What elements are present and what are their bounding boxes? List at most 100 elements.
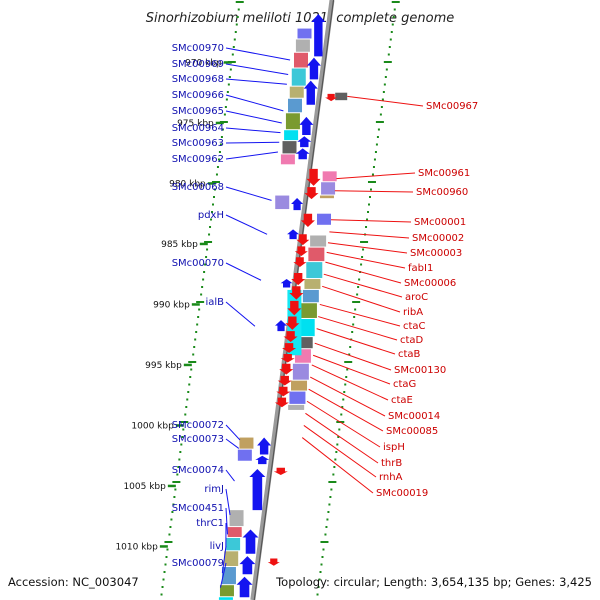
reverse-gene-arrow <box>267 558 280 566</box>
forward-gene-leader <box>225 507 228 535</box>
forward-gene-leader <box>225 424 241 441</box>
feature-block <box>288 98 303 113</box>
reverse-gene-label: SMc00019 <box>376 488 428 499</box>
reverse-gene-label: fabI1 <box>408 263 433 274</box>
reverse-gene-leader <box>308 388 384 432</box>
reverse-gene-leader <box>305 412 379 464</box>
reverse-gene-labels: SMc00967 SMc00961 SMc00960 SMc00001 SMc00002… <box>301 95 478 499</box>
reverse-gene-arrow <box>280 354 295 363</box>
feature-block <box>237 449 252 461</box>
reverse-gene-arrow <box>273 467 288 476</box>
forward-gene-label: SMc00968 <box>172 74 224 85</box>
reverse-gene-arrow <box>279 363 294 375</box>
feature-block <box>227 527 242 537</box>
feature-block <box>321 182 336 195</box>
feature-block <box>291 68 306 86</box>
kbp-tick-label: 980 kbp <box>169 179 206 189</box>
forward-gene-label: SMc00963 <box>172 138 224 149</box>
forward-gene-arrow <box>236 576 253 598</box>
reverse-gene-arrow <box>289 286 304 300</box>
feature-block <box>295 39 310 52</box>
forward-gene-arrow <box>291 197 304 211</box>
forward-gene-label: SMc00964 <box>172 123 224 134</box>
reverse-gene-leader <box>334 190 414 193</box>
feature-block <box>316 213 331 225</box>
reverse-gene-leader <box>326 251 406 269</box>
forward-gene-leader <box>225 214 268 235</box>
reverse-gene-label: ctaB <box>398 349 421 360</box>
reverse-gene-label: SMc00960 <box>416 187 468 198</box>
feature-block <box>226 537 241 551</box>
forward-gene-label: SMc00969 <box>172 59 224 70</box>
feature-block <box>302 289 319 303</box>
forward-gene-label: livJ <box>210 541 224 552</box>
reverse-gene-leader <box>303 425 377 478</box>
reverse-gene-leader <box>330 219 412 223</box>
forward-arrows <box>236 14 326 598</box>
reverse-gene-label: ribA <box>403 307 423 318</box>
reverse-gene-leader <box>318 316 398 341</box>
forward-gene-labels: SMc00970 SMc00969 SMc00968 SMc00966 SMc00965… <box>172 43 291 588</box>
reverse-gene-label: SMc00003 <box>410 248 462 259</box>
reverse-gene-leader <box>301 437 374 494</box>
reverse-gene-label: thrB <box>381 458 402 469</box>
reverse-gene-arrow <box>274 397 289 408</box>
reverse-gene-label: SMc00001 <box>414 217 466 228</box>
forward-gene-leader <box>225 63 289 76</box>
reverse-arrows <box>267 93 338 566</box>
reverse-gene-label: SMc00002 <box>412 233 464 244</box>
reverse-gene-arrow <box>287 300 302 316</box>
forward-gene-label: pdxH <box>198 210 224 221</box>
feature-block <box>221 567 236 585</box>
forward-gene-label: thrC1 <box>196 518 224 529</box>
reverse-gene-leader <box>323 273 403 298</box>
kbp-tick-label: 970 kbp <box>185 58 222 68</box>
reverse-gene-leader <box>325 261 402 284</box>
feature-block <box>282 141 297 154</box>
feature-block <box>298 318 315 337</box>
forward-gene-label: ialB <box>205 297 224 308</box>
reverse-gene-label: SMc00014 <box>388 411 440 422</box>
feature-block <box>292 363 309 380</box>
reverse-gene-arrow <box>325 93 338 102</box>
feature-block <box>319 195 334 199</box>
topology-label: Topology: circular; Length: 3,654,135 bp… <box>275 575 592 589</box>
feature-block <box>296 337 313 349</box>
reverse-gene-arrow <box>285 316 300 330</box>
feature-block <box>284 130 299 141</box>
forward-gene-label: SMc00451 <box>172 503 224 514</box>
reverse-gene-label: ispH <box>383 442 405 453</box>
forward-gene-leader <box>225 186 272 201</box>
feature-blocks <box>218 28 348 600</box>
forward-gene-arrow <box>249 469 266 511</box>
forward-gene-leader <box>225 438 240 449</box>
forward-gene-arrow <box>255 455 270 465</box>
reverse-gene-label: ctaE <box>391 395 413 406</box>
feature-block <box>297 28 312 39</box>
forward-gene-leader <box>225 469 235 482</box>
forward-gene-label: SMc00070 <box>172 258 224 269</box>
forward-gene-leader <box>225 127 281 134</box>
reverse-gene-arrow <box>293 257 307 267</box>
reverse-gene-arrow <box>304 187 319 200</box>
forward-gene-arrow <box>306 57 321 80</box>
forward-gene-arrow <box>299 116 314 136</box>
feature-block <box>224 551 239 567</box>
accession-label: Accession: NC_003047 <box>8 575 139 589</box>
reverse-gene-leader <box>309 376 386 417</box>
reverse-gene-label: SMc00085 <box>386 426 438 437</box>
forward-gene-arrow <box>257 437 272 455</box>
ring-ticks <box>160 1 400 596</box>
forward-gene-leader <box>225 78 287 85</box>
reverse-gene-leader <box>314 342 392 371</box>
reverse-gene-leader <box>347 95 424 107</box>
reverse-gene-leader <box>319 303 401 327</box>
forward-gene-label: SMc00966 <box>172 90 224 101</box>
forward-gene-label: SMc00962 <box>172 154 224 165</box>
kbp-labels: 970 kbp 975 kbp 980 kbp 985 kbp 990 kbp 995 k… <box>115 58 232 552</box>
forward-gene-leader <box>225 141 280 144</box>
forward-gene-label: SMc00073 <box>172 434 224 445</box>
forward-gene-label: SMc00965 <box>172 106 224 117</box>
feature-block <box>288 404 305 410</box>
